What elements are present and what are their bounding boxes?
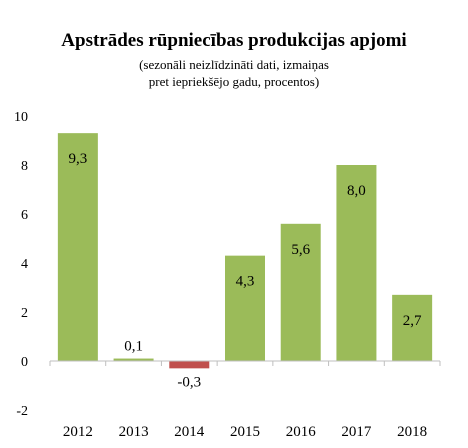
data-label-2016: 5,6 bbox=[291, 242, 310, 258]
y-tick-label: 2 bbox=[21, 306, 28, 321]
zero-axis-line bbox=[49, 360, 441, 366]
y-axis: 10 8 6 4 2 0 -2 bbox=[14, 110, 28, 419]
bar-2016 bbox=[280, 223, 321, 361]
bar-2018 bbox=[392, 294, 433, 361]
bar-2017 bbox=[336, 165, 377, 361]
x-tick-label-2015: 2015 bbox=[230, 424, 260, 440]
x-tick-label-2013: 2013 bbox=[119, 424, 149, 440]
y-tick-label: 8 bbox=[21, 159, 28, 174]
chart-title: Apstrādes rūpniecības produkcijas apjomi bbox=[61, 30, 407, 51]
data-label-2018: 2,7 bbox=[403, 313, 422, 329]
x-tick-label-2014: 2014 bbox=[174, 424, 205, 440]
chart-subtitle: (sezonāli neizlīdzināti dati, izmaiņas p… bbox=[0, 56, 468, 90]
bar-2013 bbox=[113, 358, 154, 361]
data-label-2013: 0,1 bbox=[124, 339, 143, 355]
y-tick-label: 0 bbox=[21, 355, 28, 370]
x-tick-label-2012: 2012 bbox=[63, 424, 93, 440]
y-tick-label: -2 bbox=[16, 404, 28, 419]
x-tick-label-2016: 2016 bbox=[286, 424, 317, 440]
bar-2014 bbox=[169, 361, 210, 369]
bar-2015 bbox=[225, 255, 265, 361]
chart-subtitle-line-1: (sezonāli neizlīdzināti dati, izmaiņas bbox=[139, 57, 329, 72]
data-label-2015: 4,3 bbox=[236, 274, 255, 290]
x-tick-label-2017: 2017 bbox=[341, 424, 372, 440]
x-tick-label-2018: 2018 bbox=[397, 424, 427, 440]
x-axis: 2012 2013 2014 2015 2016 2017 2018 bbox=[63, 424, 427, 440]
data-label-2017: 8,0 bbox=[347, 183, 366, 199]
y-tick-label: 10 bbox=[14, 110, 28, 125]
chart-subtitle-line-2: pret iepriekšējo gadu, procentos) bbox=[148, 74, 320, 89]
y-tick-label: 4 bbox=[21, 257, 28, 272]
data-label-2012: 9,3 bbox=[68, 151, 87, 167]
data-label-2014: -0,3 bbox=[177, 374, 201, 390]
y-tick-label: 6 bbox=[21, 208, 28, 223]
bars bbox=[57, 133, 433, 369]
bar-2012 bbox=[57, 133, 98, 361]
value-labels: 9,3 0,1 -0,3 4,3 5,6 8,0 2,7 bbox=[68, 151, 422, 390]
